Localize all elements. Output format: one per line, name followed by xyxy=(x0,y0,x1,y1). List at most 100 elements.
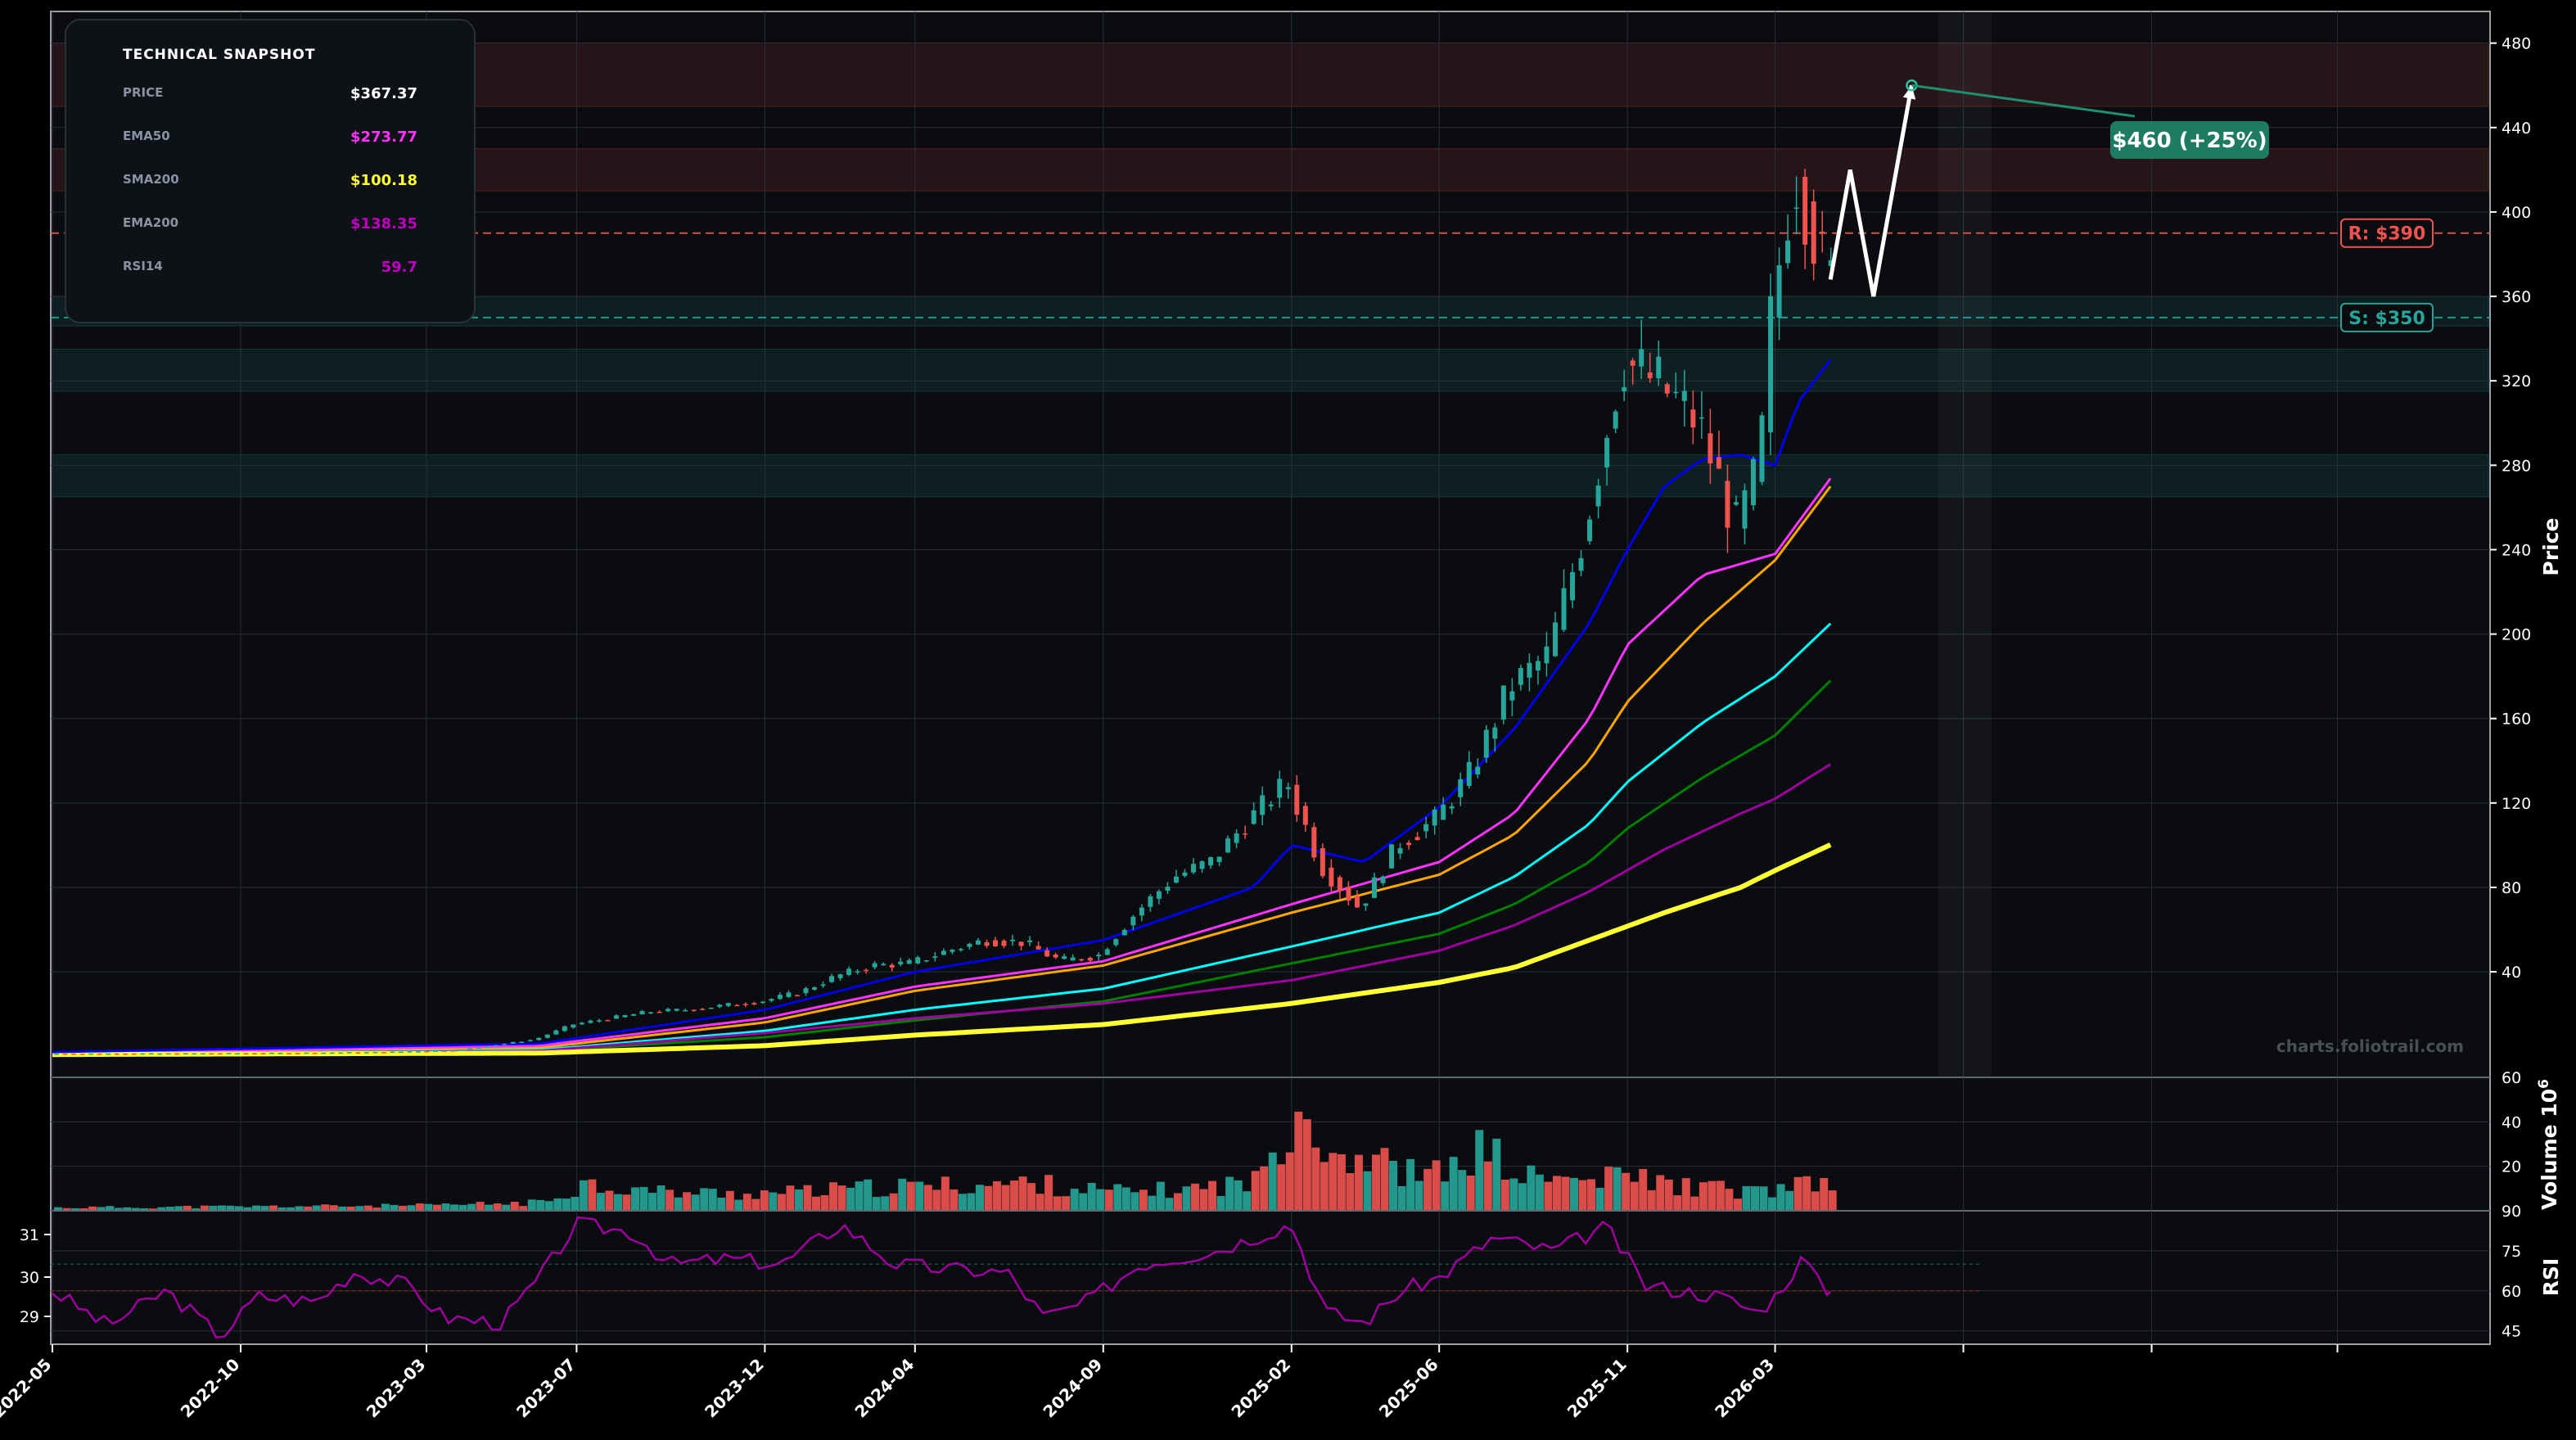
candle-body xyxy=(407,1051,413,1053)
volume-bar xyxy=(1725,1189,1734,1211)
volume-bar xyxy=(62,1208,71,1211)
volume-bar xyxy=(1552,1176,1561,1211)
price-tick-label: 480 xyxy=(2502,35,2531,53)
volume-bar xyxy=(1044,1175,1053,1211)
candle-body xyxy=(1570,571,1576,601)
candle-body xyxy=(855,971,860,973)
candle-body xyxy=(200,1053,205,1055)
volume-bar xyxy=(605,1190,614,1211)
candle-body xyxy=(441,1050,447,1052)
candle-body xyxy=(992,940,998,947)
candle-body xyxy=(889,964,895,968)
volume-bar xyxy=(226,1205,235,1211)
candle-body xyxy=(588,1020,593,1023)
candle-body xyxy=(1234,833,1239,843)
rsi-line xyxy=(52,1216,1832,1339)
support-label-box xyxy=(2340,302,2434,332)
volume-bar xyxy=(1673,1195,1682,1211)
volume-bar xyxy=(975,1185,984,1211)
candle-body xyxy=(1690,409,1696,428)
candle-body xyxy=(1509,691,1515,701)
rsi-tick-label: 60 xyxy=(2502,1283,2521,1301)
volume-bar xyxy=(458,1204,467,1211)
volume-bar xyxy=(1130,1192,1139,1211)
volume-bar xyxy=(415,1203,424,1211)
volume-bar xyxy=(200,1205,209,1211)
volume-bar xyxy=(717,1197,726,1211)
candle-body xyxy=(363,1052,369,1054)
candle-body xyxy=(777,995,783,1000)
volume-bar xyxy=(1639,1168,1648,1211)
volume-bar xyxy=(114,1208,123,1211)
candle-body xyxy=(725,1003,731,1006)
candle-body xyxy=(1302,806,1308,825)
sma200-line xyxy=(52,842,1832,1058)
volume-bar xyxy=(872,1197,881,1211)
rsi-tick-label: 75 xyxy=(2502,1243,2521,1261)
volume-bar xyxy=(407,1205,416,1211)
volume-tick-label: 40 xyxy=(2502,1113,2521,1131)
volume-bar xyxy=(992,1180,1001,1211)
volume-bar xyxy=(1199,1189,1208,1211)
volume-bar xyxy=(252,1205,261,1211)
volume-bar xyxy=(820,1194,829,1211)
candle-body xyxy=(54,1054,59,1055)
candle-body xyxy=(1113,939,1119,946)
snapshot-key-rsi14: RSI14 xyxy=(123,259,163,273)
volume-bar xyxy=(1423,1168,1432,1211)
candle-body xyxy=(527,1040,533,1041)
volume-bar xyxy=(588,1179,597,1211)
candle-body xyxy=(165,1053,171,1055)
support-label: S: $350 xyxy=(2348,309,2425,329)
volume-bar xyxy=(441,1203,450,1211)
volume-bar xyxy=(1380,1148,1389,1211)
volume-bar xyxy=(1733,1198,1742,1211)
candle-body xyxy=(1483,729,1489,758)
candle-body xyxy=(923,960,929,962)
candle-body xyxy=(1647,372,1653,378)
volume-bar xyxy=(837,1185,846,1211)
candle-body xyxy=(1441,804,1446,820)
rsi-left-tick-label: 29 xyxy=(20,1308,39,1326)
volume-bar xyxy=(1156,1181,1165,1211)
candle-body xyxy=(398,1051,404,1054)
candle-body xyxy=(1346,887,1351,901)
volume-bar xyxy=(304,1206,313,1211)
volume-bar xyxy=(579,1180,588,1211)
candle-body xyxy=(209,1053,214,1055)
volume-bar xyxy=(1466,1175,1475,1211)
candle-body xyxy=(424,1050,430,1053)
volume-bar xyxy=(1302,1119,1311,1211)
volume-bar xyxy=(915,1181,924,1211)
candle-body xyxy=(1776,264,1782,318)
volume-bar xyxy=(1630,1181,1639,1211)
price-tick-label: 200 xyxy=(2502,626,2531,644)
candle-body xyxy=(536,1037,542,1041)
candle-body xyxy=(1656,356,1662,379)
candle-body xyxy=(1243,833,1248,835)
volume-bar xyxy=(1251,1171,1260,1211)
candle-body xyxy=(346,1052,352,1054)
volume-bar xyxy=(502,1204,511,1211)
candle-body xyxy=(1285,787,1291,790)
rsi-left-tick-label: 31 xyxy=(20,1226,39,1244)
volume-bar xyxy=(1113,1184,1122,1211)
volume-bar xyxy=(1432,1160,1441,1211)
volume-bar xyxy=(269,1205,278,1211)
candle-body xyxy=(1544,646,1550,664)
snapshot-value-sma200: $100.18 xyxy=(350,172,417,189)
candle-body xyxy=(571,1024,576,1028)
volume-bar xyxy=(1397,1185,1406,1211)
candle-body xyxy=(1466,761,1472,786)
volume-bar xyxy=(295,1206,304,1211)
candle-body xyxy=(1148,896,1153,907)
volume-bar xyxy=(88,1206,97,1211)
target-label-box xyxy=(2110,121,2269,159)
candle-body xyxy=(1070,957,1076,961)
volume-bar xyxy=(192,1208,201,1211)
candle-body xyxy=(1518,668,1523,685)
candle-body xyxy=(390,1051,395,1054)
price-tick-label: 240 xyxy=(2502,541,2531,559)
volume-bar xyxy=(751,1198,760,1211)
candle-body xyxy=(803,988,809,994)
